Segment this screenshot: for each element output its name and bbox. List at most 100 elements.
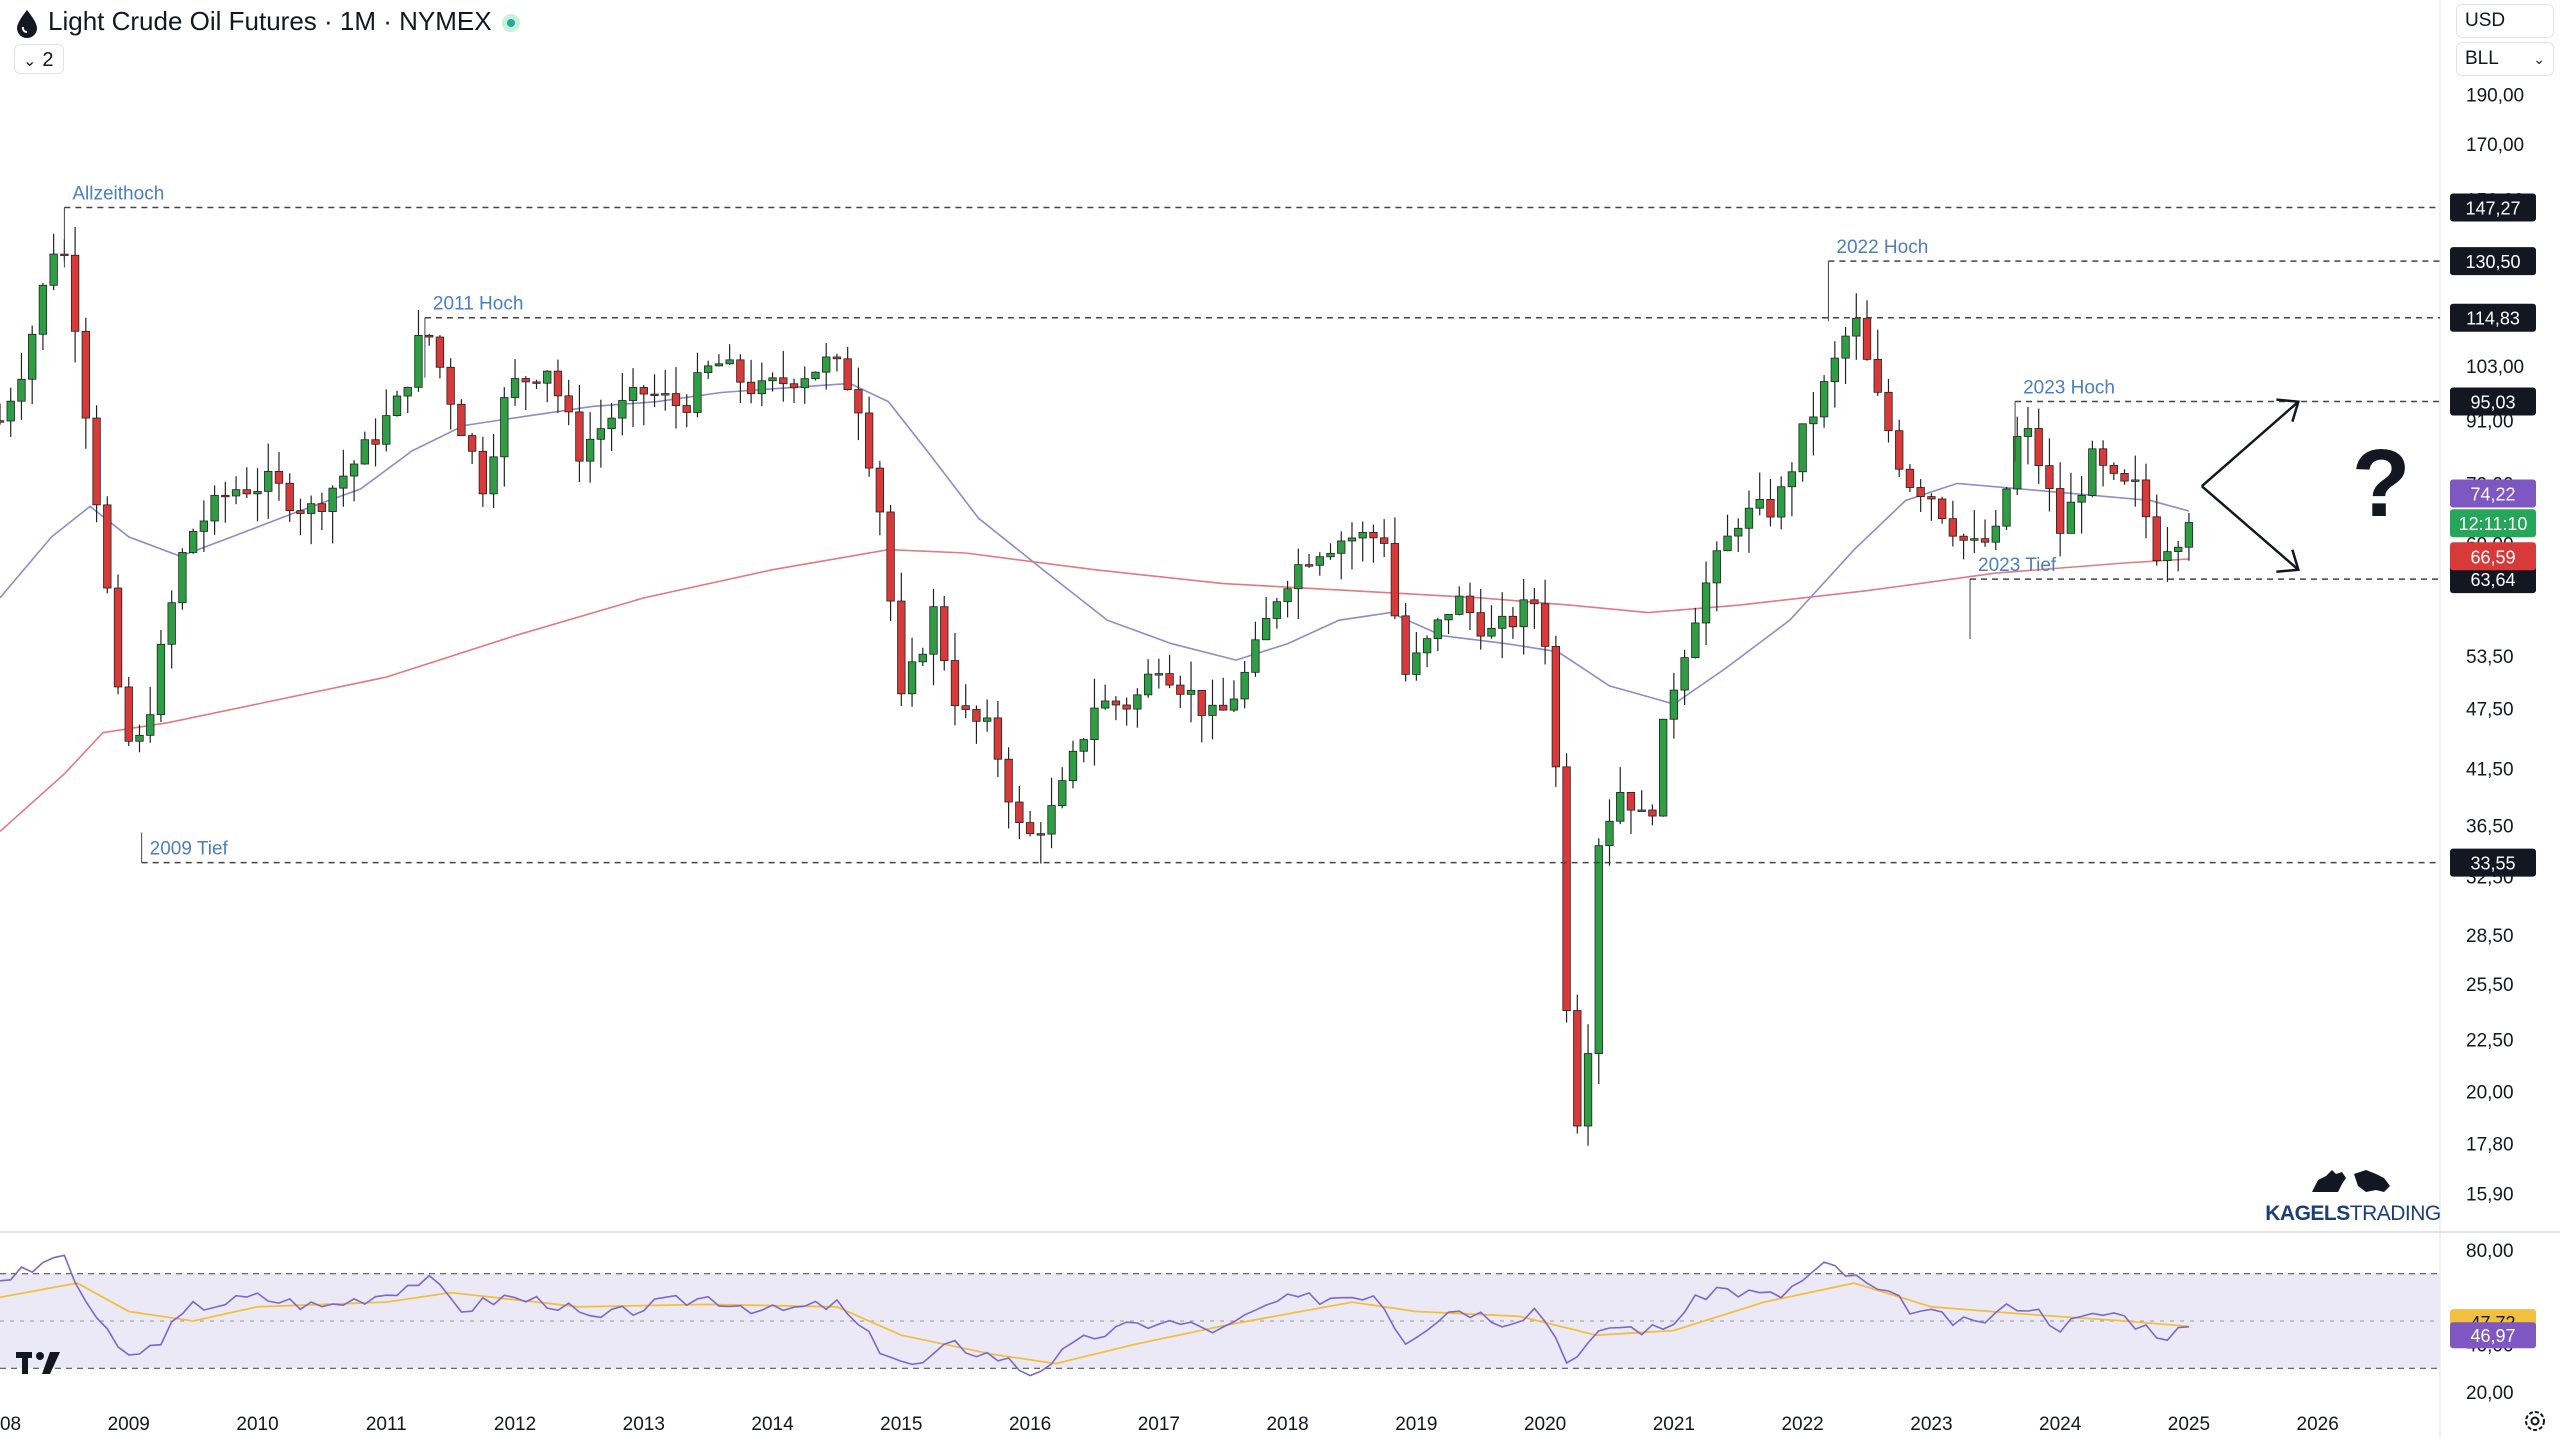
level-annotation: 2011 Hoch [433,294,524,315]
candlestick [1573,994,1582,1134]
candle-body-down [972,709,981,722]
candlestick [907,637,917,707]
level-price-tag-label: 95,03 [2470,393,2515,413]
candle-body-down [2109,465,2118,474]
candle-body-up [1240,671,1249,700]
candle-body-up [1079,739,1088,752]
arrowhead [2276,398,2300,423]
candle-body-down [950,660,960,707]
settings-gear-icon[interactable] [2522,1408,2548,1434]
scenario-arrow-down[interactable] [2200,485,2300,571]
candlestick [1508,607,1518,639]
candle-body-up [2013,436,2022,490]
candlestick [1465,582,1475,631]
candlestick [435,335,445,379]
candle-body-up [339,475,348,489]
rsi-signal-line [0,1282,2189,1365]
candle-body-up [2174,546,2183,553]
candle-body-down [886,511,895,602]
candle-body-down [789,383,799,389]
time-axis-tick-label: 2023 [1910,1414,1952,1435]
candle-body-up [2088,448,2097,496]
candlestick [1616,767,1625,825]
candlestick [1819,375,1829,428]
candlestick [1712,541,1721,612]
candlestick [360,431,369,465]
candle-body-up [1734,527,1743,537]
scenario-arrow-up[interactable] [2200,400,2300,488]
rsi-axis-tick-label: 80,00 [2466,1241,2514,1262]
price-tag-label: 74,22 [2470,485,2515,505]
candlestick [296,498,305,536]
candle-body-down [682,405,691,413]
candle-body-up [1658,718,1668,817]
candle-body-down [1551,645,1561,768]
currency-dropdown[interactable]: USD [2456,4,2554,38]
candle-body-up [1809,416,1818,425]
candle-body-down [650,393,659,396]
time-axis-tick-label: 2022 [1781,1414,1823,1435]
candle-body-up [349,463,359,477]
candle-body-up [983,717,992,722]
candlestick [1937,496,1947,524]
candle-body-up [1723,535,1732,552]
candlestick [1540,579,1550,665]
candlestick [1315,552,1324,576]
time-axis-tick-label: 2024 [2039,1414,2082,1435]
candle-body-up [1680,657,1689,691]
market-status-icon [502,14,520,32]
candle-body-up [2131,479,2140,482]
candlestick [682,394,691,428]
candlestick [768,372,777,392]
candle-body-down [521,378,530,383]
candlestick [2163,527,2172,582]
candlestick [135,724,144,753]
candle-body-down [1626,792,1636,811]
collapse-indicators-button[interactable]: ⌄ 2 [14,44,64,74]
candlestick [521,376,530,411]
candle-body-up [1605,820,1614,847]
candlestick [1809,391,1818,456]
level-price-tag [2450,387,2536,416]
candlestick [1036,822,1045,864]
candle-body-up [725,359,734,365]
candlestick [188,528,198,554]
candle-body-up [1358,531,1367,539]
candle-body-up [28,333,37,380]
candle-body-down [467,435,477,452]
brand-name-light: TRADING [2349,1202,2442,1225]
candlestick [1283,580,1292,618]
candlestick [1734,518,1743,552]
candlestick [113,574,123,695]
candlestick [510,359,520,406]
level-annotation: Allzeithoch [72,184,164,205]
candle-body-down [779,377,788,385]
candlestick [1176,675,1185,708]
time-axis-tick-label: 2009 [108,1414,150,1435]
candlestick [1272,597,1282,629]
candlestick [457,399,466,436]
candle-body-up [510,378,520,398]
candlestick [639,385,648,426]
candlestick [199,500,209,552]
chart-title[interactable]: Light Crude Oil Futures · 1M · NYMEX [48,6,492,36]
candlestick [929,588,938,686]
candlestick [1133,688,1142,728]
candle-body-down [113,587,123,688]
candlestick [897,572,906,706]
price-axis-tick-label: 15,90 [2466,1184,2514,1205]
candlestick [1015,785,1024,840]
level-price-tag [2450,565,2536,594]
price-axis-tick-label: 41,50 [2466,759,2514,780]
candlestick [1562,753,1571,1023]
candlestick [714,354,724,367]
candlestick [425,333,434,346]
candlestick [2066,472,2076,534]
candlestick [2098,440,2108,487]
candlestick [6,387,15,437]
candle-body-down [2120,473,2129,482]
candle-body-up [1326,552,1335,558]
unit-dropdown[interactable]: BLL ⌄ [2456,42,2554,76]
candlestick [1487,605,1496,639]
